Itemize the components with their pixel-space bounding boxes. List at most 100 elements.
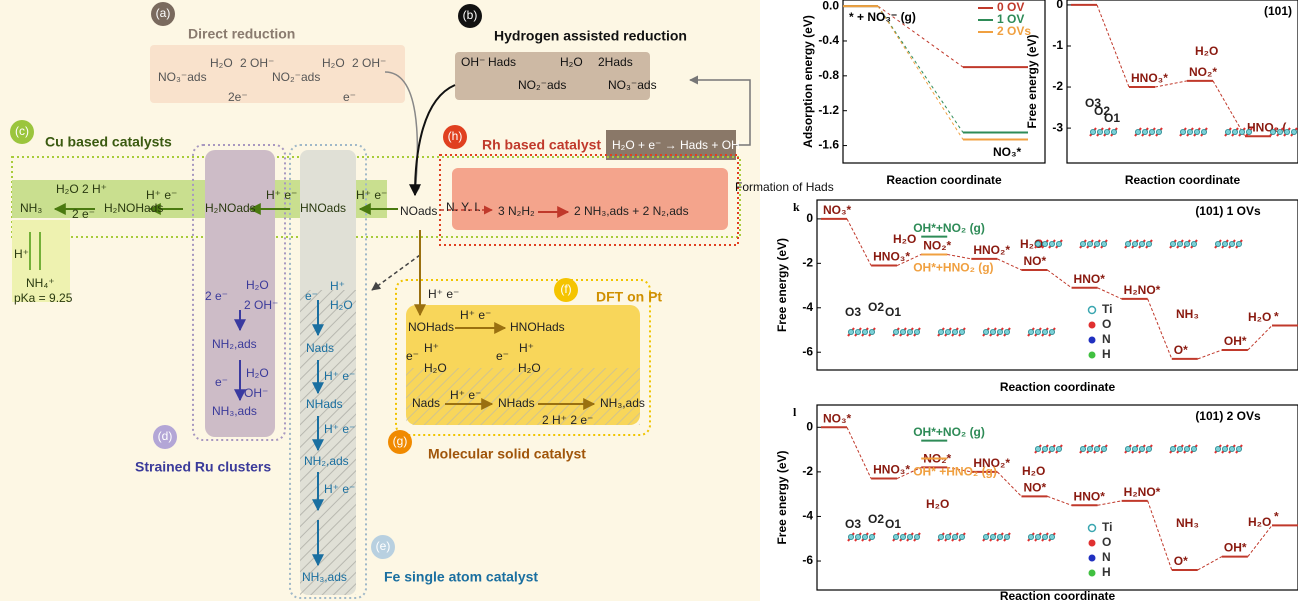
species-label: H₂O <box>560 55 583 69</box>
branch-label: OH*+NO₂ (g) <box>913 425 985 439</box>
panel-tag: (c) <box>15 124 29 138</box>
species-label: 2 OH⁻ <box>240 56 274 70</box>
x-axis-label: Reaction coordinate <box>886 173 1002 187</box>
structure-atom <box>945 328 952 335</box>
species-label: 2 OH⁻ <box>244 298 278 312</box>
branch-label: OH* +HNO₂ (g) <box>913 465 997 479</box>
structure-atom <box>1215 445 1222 452</box>
panel-title: DFT on Pt <box>596 289 662 305</box>
species-label: H₂O <box>518 361 541 375</box>
annotation: O3 <box>845 305 861 319</box>
structure-atom <box>1236 240 1243 247</box>
species-label: H⁺ e⁻ <box>324 482 355 496</box>
species-label: OH⁻ <box>461 55 485 69</box>
structure-atom <box>1191 445 1198 452</box>
structure-atom <box>1239 128 1246 135</box>
panel-tag: (g) <box>393 434 408 448</box>
structure-atom <box>1049 240 1056 247</box>
panel-tag-badge <box>388 430 412 454</box>
structure-atom <box>1035 328 1042 335</box>
level-label: HNO₂ ( <box>1247 120 1286 134</box>
species-label: pKa = 9.25 <box>14 291 73 305</box>
panel-tag: (b) <box>463 8 478 22</box>
structure-atom <box>1270 128 1277 135</box>
legend-marker <box>1088 336 1096 344</box>
structure-atom <box>983 534 990 541</box>
y-axis-label: Free energy (eV) <box>775 238 789 332</box>
species-label: 2e⁻ <box>228 90 248 104</box>
connector <box>1097 287 1122 300</box>
annotation: H₂O <box>1020 237 1043 251</box>
structure-atom <box>1097 128 1104 135</box>
y-tick-label: -0.4 <box>818 33 839 47</box>
annotation: O3 <box>845 517 861 531</box>
species-label: H⁺ e⁻ <box>266 188 297 202</box>
legend-label: H <box>1102 565 1111 579</box>
level-label: NO₃* <box>823 411 852 425</box>
species-label: H⁺ e⁻ <box>428 287 459 301</box>
structure-atom <box>1222 240 1229 247</box>
structure-atom <box>1191 240 1198 247</box>
structure-atom <box>907 534 914 541</box>
structure-atom <box>855 328 862 335</box>
species-label: NH₄⁺ <box>26 276 55 290</box>
structure-atom <box>1035 240 1042 247</box>
structure-atom <box>990 534 997 541</box>
level-label: NO* <box>1023 254 1046 268</box>
y-tick-label: 0 <box>1056 0 1063 11</box>
species-label: NO₃⁻ads <box>608 78 657 92</box>
y-axis-label: Free energy (eV) <box>1025 34 1039 128</box>
structure-atom <box>907 328 914 335</box>
species-label: H⁺ e⁻ <box>356 188 387 202</box>
species-label: H₂O 2 H⁺ <box>56 182 107 196</box>
species-label: OH⁻ <box>244 386 268 400</box>
legend-label: 0 OV <box>997 0 1024 14</box>
branch-label: OH*+HNO₂ (g) <box>913 261 993 275</box>
species-label: 2 e⁻ <box>205 289 228 303</box>
annotation: O1 <box>1104 111 1120 125</box>
structure-atom <box>848 534 855 541</box>
connector <box>1147 298 1173 360</box>
species-label: NHads <box>498 396 535 410</box>
connector <box>846 427 872 479</box>
species-label: 2 OH⁻ <box>352 56 386 70</box>
level-label: NO* <box>1023 481 1046 495</box>
structure-atom <box>1135 128 1142 135</box>
structure-atom <box>1184 445 1191 452</box>
panel-title: Cu based catalysts <box>45 134 172 150</box>
species-label: H₂O <box>246 278 269 292</box>
panel-title: Direct reduction <box>188 26 295 42</box>
structure-atom <box>900 328 907 335</box>
panel-title: Strained Ru clusters <box>135 459 271 475</box>
structure-atom <box>1042 445 1049 452</box>
panel-tag: k <box>793 200 800 214</box>
connector <box>947 253 972 260</box>
structure-atom <box>869 328 876 335</box>
annotation: H₂O <box>926 497 949 511</box>
branch-label: OH*+NO₂ (g) <box>913 221 985 235</box>
annotation: H₂O <box>1195 44 1218 58</box>
structure-atom <box>952 328 959 335</box>
y-tick-label: -4 <box>802 300 813 314</box>
connector <box>1147 500 1173 571</box>
legend-marker <box>1087 305 1097 315</box>
y-tick-label: -1.6 <box>818 138 839 152</box>
y-tick-label: -6 <box>802 553 813 567</box>
level-label: NO₂* <box>923 239 951 253</box>
structure-atom <box>1170 240 1177 247</box>
panel-tag: (a) <box>156 6 171 20</box>
species-label: H₂O <box>330 298 353 312</box>
y-tick-label: -1.2 <box>818 103 839 117</box>
structure-atom <box>1035 534 1042 541</box>
y-axis-label: Adsorption energy (eV) <box>801 15 815 148</box>
species-label: NH₃ <box>20 201 42 215</box>
annotation: O2 <box>868 300 884 314</box>
level-label: HNO₃* <box>1131 71 1168 85</box>
plot-title: (101) 2 OVs <box>1195 409 1261 423</box>
y-tick-label: -2 <box>802 464 813 478</box>
structure-atom <box>938 328 945 335</box>
level-label: NO₃* <box>993 145 1022 159</box>
annotation: H₂O <box>1022 464 1045 478</box>
structure-atom <box>1056 240 1063 247</box>
annotation: O3 <box>1085 96 1101 110</box>
